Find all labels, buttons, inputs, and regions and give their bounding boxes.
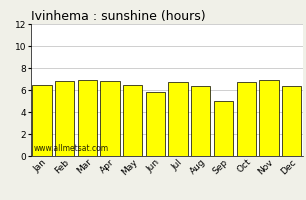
Bar — [282, 86, 301, 156]
Bar — [55, 81, 74, 156]
Bar — [32, 84, 52, 156]
Text: Ivinhema : sunshine (hours): Ivinhema : sunshine (hours) — [31, 10, 205, 23]
Bar — [191, 86, 211, 156]
Bar — [214, 101, 233, 156]
Bar — [259, 80, 278, 156]
Bar — [123, 84, 142, 156]
Bar — [169, 82, 188, 156]
Bar — [78, 80, 97, 156]
Text: www.allmetsat.com: www.allmetsat.com — [33, 144, 108, 153]
Bar — [100, 81, 120, 156]
Bar — [237, 82, 256, 156]
Bar — [146, 92, 165, 156]
